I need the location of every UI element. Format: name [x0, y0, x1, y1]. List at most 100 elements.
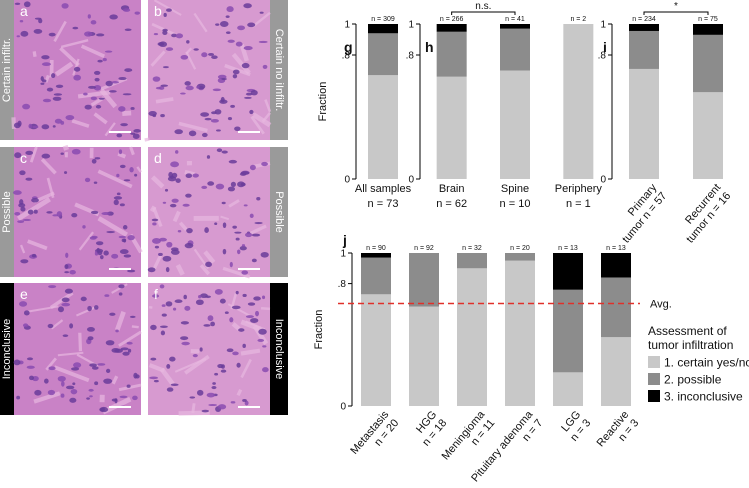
nucleus — [165, 47, 174, 51]
nucleus — [205, 295, 211, 299]
nucleus — [161, 304, 166, 307]
nucleus — [232, 351, 239, 356]
y-tick-label: .8 — [342, 51, 351, 62]
nucleus — [185, 193, 192, 198]
nucleus — [14, 152, 22, 159]
bar-count-label: n = 75 — [698, 16, 718, 23]
nucleus — [244, 400, 249, 406]
legend-swatch — [648, 356, 660, 368]
nucleus — [16, 35, 20, 38]
fiber — [236, 388, 243, 397]
nucleus — [237, 25, 246, 31]
nucleus — [162, 30, 168, 36]
fiber — [49, 291, 74, 310]
nucleus — [184, 242, 194, 249]
bar-count-label: n = 309 — [371, 16, 395, 23]
nucleus — [152, 222, 157, 226]
fiber — [77, 90, 111, 99]
fiber — [240, 348, 261, 356]
nucleus — [56, 211, 63, 218]
nucleus — [222, 248, 227, 255]
nucleus — [118, 76, 127, 81]
nucleus — [157, 42, 165, 46]
nucleus — [46, 211, 53, 214]
bar-segment — [368, 75, 398, 179]
nucleus — [61, 380, 65, 387]
nucleus — [195, 299, 204, 306]
y-tick-label: 1 — [600, 20, 606, 31]
histology-image: f Inconclusive — [148, 283, 288, 416]
nucleus — [31, 197, 39, 203]
fiber — [260, 307, 271, 311]
nucleus — [180, 321, 189, 325]
nucleus — [166, 387, 174, 392]
nucleus — [122, 225, 128, 230]
fiber — [191, 403, 196, 414]
nucleus — [216, 129, 221, 132]
nucleus — [228, 159, 238, 164]
y-axis-label: Fraction — [313, 310, 325, 350]
legend-swatch — [648, 373, 660, 385]
nucleus — [25, 177, 33, 181]
bar-segment — [629, 68, 659, 179]
nucleus — [44, 378, 49, 384]
nucleus — [159, 284, 165, 289]
panel-letter: g — [344, 39, 353, 55]
nucleus — [27, 209, 34, 215]
nucleus — [122, 351, 130, 356]
nucleus — [175, 33, 184, 39]
nucleus — [109, 312, 116, 316]
nucleus — [65, 385, 75, 390]
nucleus — [32, 125, 39, 129]
nucleus — [250, 318, 259, 323]
nucleus — [20, 30, 29, 37]
nucleus — [149, 376, 159, 380]
nucleus — [113, 199, 119, 206]
y-tick-label: 1 — [340, 249, 346, 260]
nucleus — [38, 18, 43, 24]
nucleus — [134, 173, 138, 177]
nucleus — [171, 33, 177, 38]
nucleus — [52, 125, 56, 128]
nucleus — [174, 299, 183, 303]
nucleus — [41, 124, 50, 130]
nucleus — [172, 307, 177, 311]
x-tick-label: Spine — [501, 183, 529, 195]
nucleus — [48, 32, 56, 37]
fiber — [76, 305, 98, 317]
nucleus — [161, 313, 167, 317]
nucleus — [12, 190, 22, 195]
legend-title: Assessment of — [648, 324, 727, 338]
y-axis-label: Fraction — [317, 82, 329, 122]
nucleus — [262, 345, 267, 348]
nucleus — [103, 378, 113, 384]
nucleus — [206, 392, 216, 398]
nucleus — [105, 340, 115, 346]
nucleus — [55, 84, 64, 88]
nucleus — [105, 80, 113, 87]
nucleus — [262, 367, 269, 373]
reference-label: Avg. — [650, 298, 672, 310]
bar-segment — [693, 92, 723, 179]
nucleus — [169, 356, 176, 362]
bar-count-label: n = 32 — [462, 245, 482, 252]
fiber — [174, 357, 207, 373]
nucleus — [88, 85, 96, 89]
fiber — [118, 383, 142, 392]
nucleus — [175, 150, 179, 154]
fiber — [184, 169, 196, 177]
nucleus — [217, 364, 224, 369]
nucleus — [118, 292, 123, 296]
nucleus — [34, 389, 42, 396]
histology-image: c Possible — [0, 144, 143, 277]
bar-segment — [361, 294, 391, 406]
nucleus — [249, 213, 254, 219]
nucleus — [247, 302, 256, 306]
nucleus — [208, 52, 215, 56]
nucleus — [152, 294, 160, 298]
nucleus — [199, 347, 203, 352]
bar-segment — [693, 34, 723, 93]
nucleus — [217, 74, 227, 80]
nucleus — [70, 388, 78, 395]
fiber — [220, 215, 230, 221]
